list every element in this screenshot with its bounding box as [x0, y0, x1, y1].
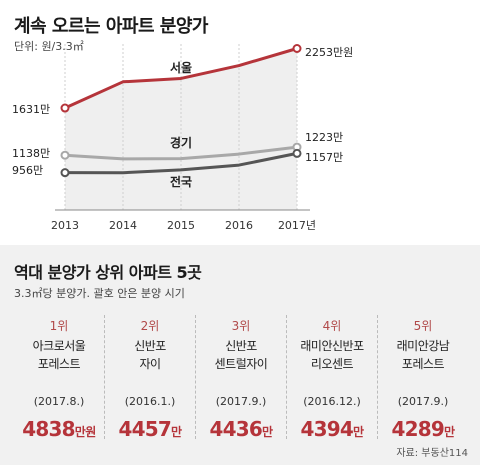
series-line [64, 47, 298, 110]
sale-period: (2017.9.) [397, 395, 449, 408]
price-number: 4838 [22, 417, 75, 441]
end-value-label: 1223만 [305, 131, 343, 144]
top5-section: 역대 분양가 상위 아파트 5곳 3.3㎡당 분양가. 괄호 안은 분양 시기 … [0, 245, 480, 465]
section-title: 역대 분양가 상위 아파트 5곳 [14, 263, 202, 282]
series-point [60, 168, 70, 178]
x-tick-label: 2015 [167, 219, 195, 232]
rank-label: 3위 [231, 319, 251, 333]
price-unit: 만 [170, 425, 182, 439]
x-tick-label: 2017년 [278, 219, 316, 232]
price-number: 4436 [209, 417, 262, 441]
rank-item: 1위 아크로서울 포레스트 (2017.8.) 4838만원 [14, 315, 104, 441]
rank-label: 5위 [413, 319, 433, 333]
x-tick-label: 2013 [51, 219, 79, 232]
x-tick-label: 2016 [225, 219, 253, 232]
series-point [292, 148, 302, 158]
series-name-label: 서울 [170, 60, 192, 75]
rank-item: 3위 신반포 센트럴자이 (2017.9.) 4436만 [195, 315, 286, 441]
series-point [60, 150, 70, 160]
price-number: 4394 [300, 417, 353, 441]
rank-item: 2위 신반포 자이 (2016.1.) 4457만 [104, 315, 195, 441]
rank-label: 1위 [49, 319, 69, 333]
price-number: 4289 [391, 417, 444, 441]
apartment-name: 래미안신반포 리오센트 [300, 339, 364, 371]
price-value: 4394만 [287, 417, 377, 441]
series-line [64, 145, 298, 161]
price-unit: 만 [261, 425, 273, 439]
end-value-label: 1157만 [305, 151, 343, 164]
sale-period: (2017.8.) [33, 395, 85, 408]
source-note: 자료: 부동산114 [396, 448, 468, 459]
apartment-name: 래미안강남 포레스트 [396, 339, 450, 371]
series-name-label: 경기 [170, 135, 192, 150]
rank-item: 4위 래미안신반포 리오센트 (2016.12.) 4394만 [286, 315, 377, 441]
sale-period: (2017.9.) [215, 395, 267, 408]
apartment-name: 아크로서울 포레스트 [32, 339, 86, 371]
apartment-name: 신반포 자이 [134, 339, 166, 371]
start-value-label: 1138만 [12, 147, 50, 160]
price-value: 4289만 [378, 417, 468, 441]
rank-item: 5위 래미안강남 포레스트 (2017.9.) 4289만 [377, 315, 468, 441]
start-value-label: 956만 [12, 164, 43, 177]
price-value: 4436만 [196, 417, 286, 441]
x-tick-label: 2014 [109, 219, 137, 232]
series-point [60, 103, 70, 113]
chart-title: 계속 오르는 아파트 분양가 [14, 16, 208, 37]
section-subtitle: 3.3㎡당 분양가. 괄호 안은 분양 시기 [14, 287, 185, 300]
price-unit: 만 [352, 425, 364, 439]
end-value-label: 2253만원 [305, 46, 353, 59]
apartment-name: 신반포 센트럴자이 [214, 339, 268, 371]
price-unit: 만원 [74, 425, 97, 439]
ranking-columns: 1위 아크로서울 포레스트 (2017.8.) 4838만원 2위 신반포 자이… [14, 315, 468, 441]
sale-period: (2016.1.) [124, 395, 176, 408]
rank-label: 4위 [322, 319, 342, 333]
start-value-label: 1631만 [12, 103, 50, 116]
series-name-label: 전국 [170, 174, 192, 189]
price-number: 4457 [118, 417, 171, 441]
price-value: 4457만 [105, 417, 195, 441]
unit-label: 단위: 원/3.3㎡ [14, 40, 84, 53]
sale-period: (2016.12.) [303, 395, 361, 408]
rank-label: 2위 [140, 319, 160, 333]
series-line [64, 151, 298, 175]
series-point [292, 43, 302, 53]
price-unit: 만 [443, 425, 455, 439]
price-value: 4838만원 [14, 417, 104, 441]
